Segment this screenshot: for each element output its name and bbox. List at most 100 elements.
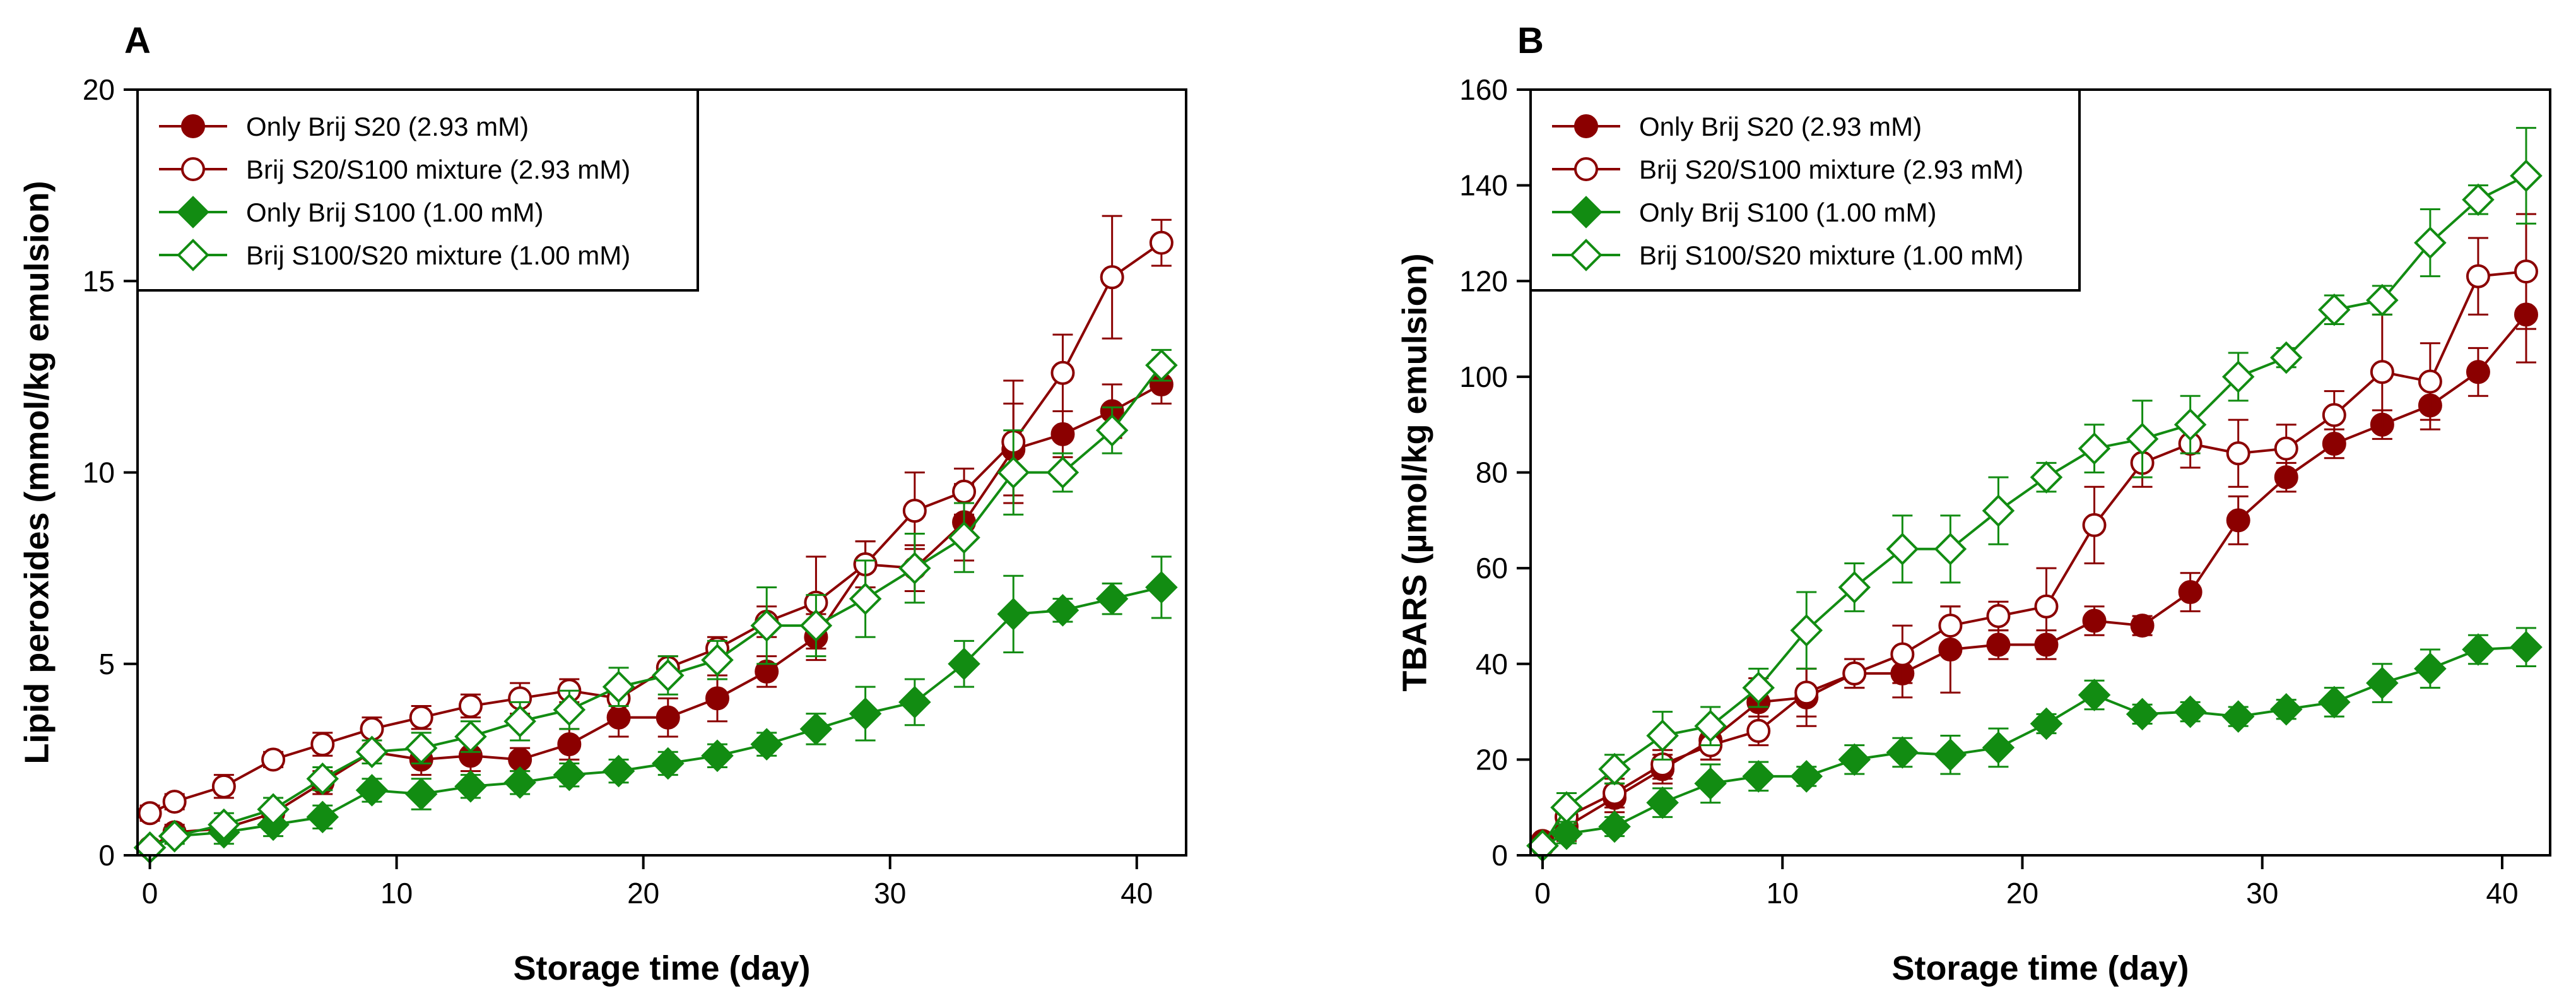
panel-a-x-axis-title: Storage time (day) bbox=[513, 949, 810, 987]
series-line bbox=[1541, 270, 2527, 847]
legend-marker bbox=[181, 157, 205, 181]
data-point bbox=[1746, 718, 1771, 743]
data-point bbox=[2126, 422, 2159, 456]
series-line bbox=[1542, 646, 2527, 847]
legend-entry: Only Brij S100 (1.00 mM) bbox=[1552, 196, 1936, 228]
legend-entry: Brij S100/S20 mixture (1.00 mM) bbox=[159, 239, 630, 271]
data-point bbox=[1100, 265, 1124, 290]
data-point bbox=[2318, 685, 2351, 719]
panel-b: B 0 10 20 30 40 0 20 40 60 80 100 120 140 160 Storage… bbox=[1396, 20, 2551, 987]
data-point bbox=[1050, 422, 1075, 446]
series-line bbox=[149, 383, 1162, 849]
data-point bbox=[602, 754, 635, 788]
data-point bbox=[701, 643, 734, 677]
data-point bbox=[2078, 432, 2111, 465]
data-point bbox=[948, 647, 980, 680]
data-point bbox=[1886, 736, 1919, 769]
panel-a-y-axis-title: Lipid peroxides (mmol/kg emulsion) bbox=[18, 181, 56, 764]
legend-label: Brij S100/S20 mixture (1.00 mM) bbox=[246, 240, 630, 270]
data-point bbox=[1982, 494, 2015, 527]
data-point bbox=[1046, 594, 1079, 627]
data-point bbox=[2274, 436, 2298, 461]
data-point bbox=[553, 758, 586, 792]
panel-b-x-axis-title: Storage time (day) bbox=[1891, 949, 2189, 987]
data-point bbox=[2082, 513, 2107, 537]
data-point bbox=[211, 774, 236, 798]
x-tick-label: 0 bbox=[1534, 877, 1551, 910]
data-point bbox=[2366, 667, 2399, 699]
data-point bbox=[208, 808, 240, 841]
data-point bbox=[1986, 603, 2011, 628]
legend-box bbox=[136, 88, 699, 292]
legend-marker bbox=[1570, 239, 1603, 271]
legend-marker bbox=[1570, 196, 1603, 228]
data-point bbox=[656, 705, 680, 730]
data-point bbox=[849, 582, 882, 615]
data-point bbox=[503, 766, 536, 799]
legend-marker bbox=[1574, 157, 1598, 181]
data-point bbox=[849, 697, 882, 730]
x-tick-label: 10 bbox=[380, 877, 413, 910]
data-point bbox=[2418, 369, 2442, 394]
legend-label: Brij S20/S100 mixture (2.93 mM) bbox=[246, 155, 630, 184]
data-point bbox=[306, 762, 339, 795]
data-point bbox=[799, 713, 833, 745]
series-line bbox=[1541, 174, 2527, 846]
panel-b-y-axis-title: TBARS (µmol/kg emulsion) bbox=[1396, 253, 1433, 691]
data-point bbox=[162, 790, 187, 814]
series-1 bbox=[1531, 266, 2538, 853]
series-line bbox=[1541, 314, 2527, 842]
panel-b-data bbox=[1526, 127, 2543, 862]
data-point bbox=[454, 720, 487, 753]
y-tick-label: 140 bbox=[1459, 169, 1508, 202]
data-point bbox=[1794, 680, 1819, 705]
series-3 bbox=[1526, 627, 2543, 862]
data-point bbox=[409, 705, 433, 730]
x-tick-label: 0 bbox=[142, 877, 158, 910]
data-point bbox=[1938, 614, 1963, 638]
data-point bbox=[557, 732, 582, 757]
data-point bbox=[2366, 283, 2399, 317]
data-point bbox=[404, 732, 438, 764]
data-point bbox=[2173, 408, 2207, 441]
data-point bbox=[602, 670, 635, 703]
x-tick-label: 20 bbox=[2006, 877, 2038, 910]
data-point bbox=[705, 686, 729, 711]
series-3 bbox=[133, 555, 1178, 864]
data-point bbox=[2510, 159, 2543, 193]
data-point bbox=[1095, 414, 1129, 447]
data-point bbox=[1694, 709, 1727, 743]
data-point bbox=[750, 728, 783, 761]
data-point bbox=[1646, 719, 1679, 752]
series-4 bbox=[1526, 127, 2543, 862]
data-point bbox=[2126, 697, 2159, 731]
data-point bbox=[1598, 810, 1631, 843]
x-tick-label: 10 bbox=[1767, 877, 1799, 910]
x-tick-label: 40 bbox=[2486, 877, 2518, 910]
data-point bbox=[1742, 760, 1775, 793]
data-point bbox=[2318, 293, 2351, 326]
data-point bbox=[2030, 707, 2063, 740]
y-tick-label: 120 bbox=[1459, 264, 1508, 297]
x-tick-label: 30 bbox=[2246, 877, 2278, 910]
data-point bbox=[750, 609, 783, 642]
data-point bbox=[2030, 461, 2063, 494]
data-point bbox=[404, 778, 438, 810]
data-point bbox=[1886, 533, 1919, 566]
data-point bbox=[2414, 226, 2447, 259]
legend-label: Only Brij S100 (1.00 mM) bbox=[246, 198, 543, 227]
panel-a-axes: 0 10 20 30 40 0 5 10 15 20 bbox=[83, 73, 1153, 910]
data-point bbox=[1838, 571, 1871, 604]
data-point bbox=[2078, 679, 2111, 711]
data-point bbox=[257, 793, 290, 826]
data-point bbox=[355, 735, 389, 769]
y-tick-label: 10 bbox=[83, 456, 115, 489]
data-point bbox=[2173, 695, 2207, 728]
data-point bbox=[948, 521, 980, 554]
data-point bbox=[1890, 642, 1915, 667]
panel-label-a: A bbox=[124, 20, 151, 61]
legend-label: Brij S20/S100 mixture (2.93 mM) bbox=[1639, 155, 2023, 184]
data-point bbox=[458, 694, 483, 718]
x-tick-label: 20 bbox=[627, 877, 659, 910]
data-point bbox=[1145, 571, 1178, 604]
